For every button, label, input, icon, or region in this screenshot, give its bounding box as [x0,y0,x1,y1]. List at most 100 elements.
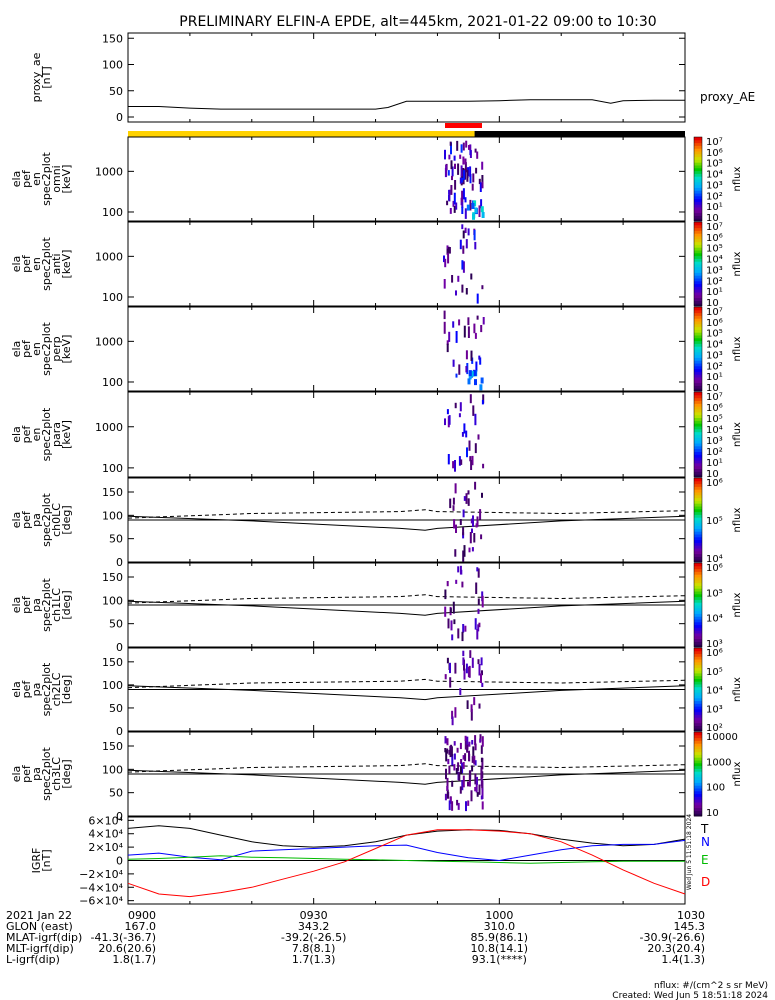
ch1LC-colorbar-segment [694,635,702,640]
perp-spectrogram-cell [480,377,484,384]
para-spectrogram-cell [460,459,463,465]
ch1LC-ylabel-line: [deg] [60,590,73,619]
ch3LC-spectrogram-cell [475,783,478,793]
ch2LC-ytick-label: 50 [109,702,123,715]
omni-spectrogram-cell [455,202,458,210]
ch1LC-spectrogram-cell [462,624,465,633]
ch3LC-spectrogram-cell [480,757,483,763]
ch2LC-spectrogram-cell [459,688,462,696]
omni-colorbar-segment [694,137,702,141]
ch3LC-colorbar-label: nflux [732,761,743,786]
axis-row-value: 7.8(8.1) [292,942,336,955]
ch1LC-colorbar-segment [694,582,702,586]
igrf-legend-n: N [701,835,710,849]
ch0LC-colorbar-segment [694,534,702,538]
para-colorbar-segment [694,400,702,404]
ch0LC-spectrogram-cell [471,547,474,552]
ch3LC-colorbar-frame [693,731,703,817]
ch3LC-spectrogram-cell [474,787,477,792]
ch1LC-ylabel-line: ch1LC [50,588,63,622]
perp-ytick-label: 1000 [95,335,123,348]
ch3LC-spectrogram-cell [474,735,477,746]
axis-row-value: 20.3(20.4) [647,942,705,955]
para-colorbar-segment [694,460,702,464]
ch3LC-spectrogram-cell [474,773,477,785]
ch3LC-spectrogram-cell [472,746,475,757]
ch0LC-spectrogram-cell [475,523,478,528]
perp-spectrogram-cell [443,321,446,334]
ch2LC-colorbar-segment [694,722,702,726]
ch2LC-colorbar-segment [694,714,702,718]
para-colorbar-segment [694,454,702,458]
ch3LC-colorbar-segment [694,810,702,814]
ch3LC-spectrogram-cell [449,797,452,803]
omni-spectrogram-cell [462,156,465,165]
omni-colorbar-segment [694,215,702,219]
anti-ylabel-line: pef [20,254,33,273]
ch1LC-colorbar-segment [694,619,702,623]
ch3LC-spectrogram-cell [479,738,482,743]
omni-spectrogram-cell [444,149,446,160]
axis-row-value: 10.8(14.1) [471,942,529,955]
ch2LC-colorbar-segment [694,686,702,690]
ch1LC-ytick-label: 0 [116,641,123,654]
ch1LC-spectrogram-cell [453,619,456,625]
ch2LC-spectrogram-cell [449,662,451,674]
ch3LC-spectrogram-cell [446,789,449,799]
axis-row-value: 0900 [128,909,156,922]
ch3LC-spectrogram-cell [450,744,453,752]
ch3LC-colorbar-segment [694,771,702,775]
perp-spectrogram-cell [479,384,483,391]
ch1LC-ytick-label: 150 [102,571,123,584]
para-colorbar-tick: 10² [706,447,723,458]
omni-spectrogram-cell [469,166,472,177]
axis-row-value: 1000 [485,909,513,922]
omni-colorbar-segment [694,201,702,205]
ch2LC-spectrogram-cell [451,716,454,726]
ch1LC-spectrogram-cell [457,628,460,639]
ch2LC-colorbar-segment [694,675,702,679]
omni-colorbar-tick: 10³ [706,180,723,191]
ch3LC-spectrogram-cell [448,749,451,755]
ch3LC-spectrogram-cell [479,734,482,742]
anti-colorbar-tick: 10² [706,276,723,287]
omni-spectrogram-cell [447,170,450,176]
ch2LC-loss-cone-line [127,685,686,701]
omni-spectrogram-cell [463,170,466,180]
perp-colorbar-segment [694,365,702,370]
para-colorbar-segment [694,420,702,424]
omni-colorbar-segment [694,195,702,200]
perp-colorbar-segment [694,337,702,342]
ch2LC-colorbar-segment [694,692,702,696]
ch3LC-spectrogram-cell [481,780,484,789]
omni-colorbar-tick: 10¹ [706,202,723,213]
ch1LC-colorbar-segment [694,574,702,578]
anti-colorbar-tick: 10⁷ [706,222,723,233]
omni-spectrogram-cell [481,212,485,218]
ch0LC-colorbar-frame [693,477,703,563]
ch3LC-spectrogram-cell [468,741,471,747]
perp-ylabel-line: ela [10,341,23,358]
ch3LC-ylabel-line: spec2plot [40,747,53,801]
ch2LC-spectrogram-cell [462,650,465,657]
ch3LC-colorbar-segment [694,746,702,750]
ch3LC-spectrogram-cell [462,755,465,760]
anti-spectrogram-cell [474,241,477,250]
omni-colorbar-segment [694,176,702,180]
ch0LC-colorbar-segment [694,559,702,563]
omni-spectrogram-cell [465,140,468,148]
ch3LC-spectrogram-cell [466,743,468,751]
perp-spectrogram-cell [468,370,472,377]
omni-colorbar-segment [694,209,702,214]
ch2LC-ylabel-line: pa [30,683,43,697]
para-spectrogram-cell [458,456,461,466]
proxy-ae-ytick-label: 150 [102,32,123,45]
igrf-series-t [127,825,686,848]
para-spectrogram-cell [468,440,471,451]
omni-spectrogram-cell [454,163,456,169]
ch0LC-colorbar-segment [694,517,702,521]
anti-spectrogram-cell [443,279,446,289]
anti-colorbar-tick: 10⁴ [706,255,723,266]
perp-spectrogram-cell [448,331,451,342]
para-colorbar-segment [694,426,702,430]
